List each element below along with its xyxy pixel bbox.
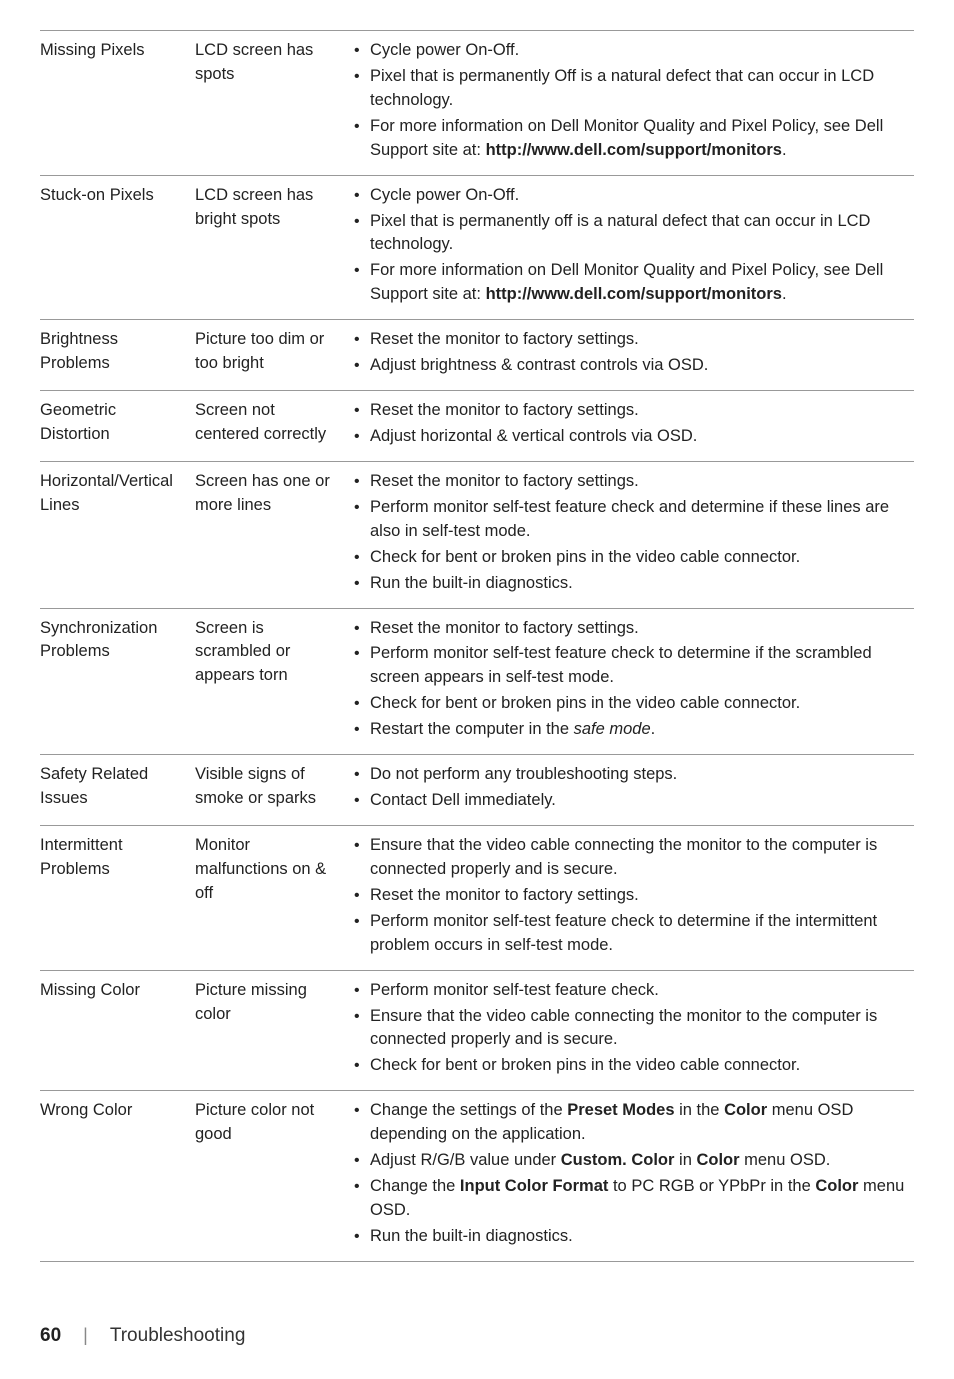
solution-item: Do not perform any troubleshooting steps…	[350, 763, 908, 787]
footer-divider: |	[83, 1322, 88, 1348]
solution-item: Check for bent or broken pins in the vid…	[350, 692, 908, 716]
description-cell: LCD screen has spots	[195, 31, 350, 176]
solutions-cell: Reset the monitor to factory settings.Ad…	[350, 391, 914, 462]
solution-item: Ensure that the video cable connecting t…	[350, 1005, 908, 1053]
solutions-list: Do not perform any troubleshooting steps…	[350, 763, 908, 813]
solution-item: Cycle power On-Off.	[350, 39, 908, 63]
page-footer: 60 | Troubleshooting	[40, 1322, 914, 1350]
solution-item: Adjust horizontal & vertical controls vi…	[350, 425, 908, 449]
solution-item: Perform monitor self-test feature check …	[350, 496, 908, 544]
solutions-list: Ensure that the video cable connecting t…	[350, 834, 908, 958]
solution-item: Restart the computer in the safe mode.	[350, 718, 908, 742]
solution-item: Run the built-in diagnostics.	[350, 1225, 908, 1249]
page-number: 60	[40, 1322, 61, 1350]
solutions-cell: Cycle power On-Off.Pixel that is permane…	[350, 31, 914, 176]
solutions-list: Reset the monitor to factory settings.Ad…	[350, 399, 908, 449]
solution-item: Reset the monitor to factory settings.	[350, 470, 908, 494]
solution-item: Run the built-in diagnostics.	[350, 572, 908, 596]
solution-item: Reset the monitor to factory settings.	[350, 617, 908, 641]
description-cell: Picture missing color	[195, 970, 350, 1091]
solutions-list: Cycle power On-Off.Pixel that is permane…	[350, 39, 908, 163]
solution-item: Change the settings of the Preset Modes …	[350, 1099, 908, 1147]
solution-item: Perform monitor self-test feature check …	[350, 910, 908, 958]
solutions-cell: Reset the monitor to factory settings.Ad…	[350, 320, 914, 391]
symptom-cell: Missing Color	[40, 970, 195, 1091]
symptom-cell: Synchronization Problems	[40, 608, 195, 755]
solution-item: Check for bent or broken pins in the vid…	[350, 546, 908, 570]
table-row: Missing PixelsLCD screen has spotsCycle …	[40, 31, 914, 176]
table-row: Horizontal/Vertical LinesScreen has one …	[40, 461, 914, 608]
table-row: Wrong ColorPicture color not goodChange …	[40, 1091, 914, 1262]
solution-item: Cycle power On-Off.	[350, 184, 908, 208]
solutions-list: Cycle power On-Off.Pixel that is permane…	[350, 184, 908, 308]
description-cell: Screen is scrambled or appears torn	[195, 608, 350, 755]
solution-item: Pixel that is permanently off is a natur…	[350, 210, 908, 258]
solutions-list: Reset the monitor to factory settings.Pe…	[350, 470, 908, 596]
solution-item: Pixel that is permanently Off is a natur…	[350, 65, 908, 113]
troubleshooting-table: Missing PixelsLCD screen has spotsCycle …	[40, 30, 914, 1262]
solution-item: Contact Dell immediately.	[350, 789, 908, 813]
symptom-cell: Stuck-on Pixels	[40, 175, 195, 320]
table-row: Intermittent ProblemsMonitor malfunction…	[40, 825, 914, 970]
solution-item: For more information on Dell Monitor Qua…	[350, 259, 908, 307]
symptom-cell: Horizontal/Vertical Lines	[40, 461, 195, 608]
section-title: Troubleshooting	[110, 1322, 246, 1350]
solution-item: Reset the monitor to factory settings.	[350, 399, 908, 423]
symptom-cell: Intermittent Problems	[40, 825, 195, 970]
solutions-cell: Perform monitor self-test feature check.…	[350, 970, 914, 1091]
solution-item: Reset the monitor to factory settings.	[350, 328, 908, 352]
solutions-list: Reset the monitor to factory settings.Ad…	[350, 328, 908, 378]
table-row: Missing ColorPicture missing colorPerfor…	[40, 970, 914, 1091]
solution-item: Perform monitor self-test feature check …	[350, 642, 908, 690]
solution-item: Adjust R/G/B value under Custom. Color i…	[350, 1149, 908, 1173]
table-row: Stuck-on PixelsLCD screen has bright spo…	[40, 175, 914, 320]
solutions-cell: Reset the monitor to factory settings.Pe…	[350, 461, 914, 608]
description-cell: Picture too dim or too bright	[195, 320, 350, 391]
description-cell: Visible signs of smoke or sparks	[195, 755, 350, 826]
solution-item: For more information on Dell Monitor Qua…	[350, 115, 908, 163]
table-row: Geometric DistortionScreen not centered …	[40, 391, 914, 462]
solutions-cell: Change the settings of the Preset Modes …	[350, 1091, 914, 1262]
description-cell: Monitor malfunctions on & off	[195, 825, 350, 970]
symptom-cell: Wrong Color	[40, 1091, 195, 1262]
solution-item: Adjust brightness & contrast controls vi…	[350, 354, 908, 378]
description-cell: LCD screen has bright spots	[195, 175, 350, 320]
solutions-cell: Reset the monitor to factory settings.Pe…	[350, 608, 914, 755]
solutions-cell: Ensure that the video cable connecting t…	[350, 825, 914, 970]
description-cell: Screen not centered correctly	[195, 391, 350, 462]
solution-item: Change the Input Color Format to PC RGB …	[350, 1175, 908, 1223]
solutions-cell: Cycle power On-Off.Pixel that is permane…	[350, 175, 914, 320]
description-cell: Screen has one or more lines	[195, 461, 350, 608]
table-row: Safety Related IssuesVisible signs of sm…	[40, 755, 914, 826]
solution-item: Check for bent or broken pins in the vid…	[350, 1054, 908, 1078]
symptom-cell: Geometric Distortion	[40, 391, 195, 462]
table-row: Brightness ProblemsPicture too dim or to…	[40, 320, 914, 391]
solutions-list: Change the settings of the Preset Modes …	[350, 1099, 908, 1249]
solutions-list: Reset the monitor to factory settings.Pe…	[350, 617, 908, 743]
symptom-cell: Safety Related Issues	[40, 755, 195, 826]
table-row: Synchronization ProblemsScreen is scramb…	[40, 608, 914, 755]
symptom-cell: Brightness Problems	[40, 320, 195, 391]
solution-item: Ensure that the video cable connecting t…	[350, 834, 908, 882]
description-cell: Picture color not good	[195, 1091, 350, 1262]
solutions-list: Perform monitor self-test feature check.…	[350, 979, 908, 1079]
symptom-cell: Missing Pixels	[40, 31, 195, 176]
solutions-cell: Do not perform any troubleshooting steps…	[350, 755, 914, 826]
solution-item: Perform monitor self-test feature check.	[350, 979, 908, 1003]
solution-item: Reset the monitor to factory settings.	[350, 884, 908, 908]
